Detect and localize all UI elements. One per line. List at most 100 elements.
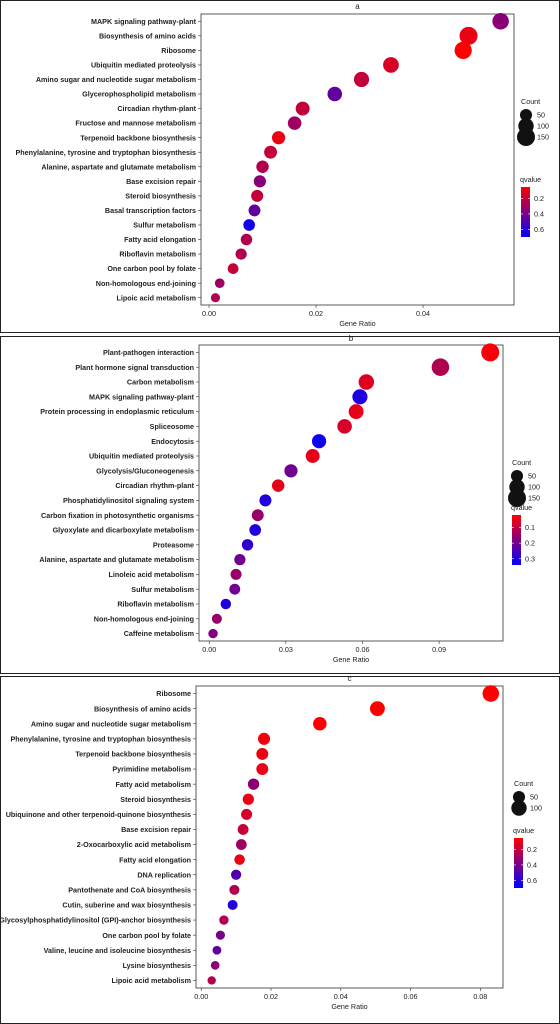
y-tick-label: Glycerophospholipid metabolism — [82, 90, 196, 99]
y-tick-label: One carbon pool by folate — [102, 931, 191, 940]
data-point — [305, 449, 320, 463]
plot-area — [200, 13, 515, 306]
panel-title: c — [348, 674, 352, 683]
data-point — [256, 160, 269, 174]
size-legend-label: 50 — [537, 111, 545, 120]
y-tick-label: 2-Oxocarboxylic acid metabolism — [77, 840, 191, 849]
color-legend-label: 0.1 — [525, 523, 535, 532]
y-tick-label: Plant hormone signal transduction — [75, 363, 194, 372]
y-tick-label: Riboflavin metabolism — [117, 600, 194, 609]
data-point — [348, 404, 364, 420]
color-legend-title: qvalue — [511, 503, 532, 512]
data-point — [237, 824, 249, 835]
size-legend-dot — [508, 489, 526, 507]
data-point — [240, 233, 253, 246]
y-tick-label: Non-homologous end-joining — [96, 279, 196, 288]
data-point — [327, 86, 343, 102]
data-point — [247, 778, 260, 790]
data-point — [207, 976, 216, 985]
y-tick-label: Biosynthesis of amino acids — [94, 704, 191, 713]
panel-a: a MAPK signaling pathway-plant Biosynthesi… — [0, 0, 560, 333]
data-point — [229, 884, 240, 895]
size-legend-label: 50 — [530, 793, 538, 802]
color-legend-label: 0.4 — [534, 210, 544, 219]
color-legend-label: 0.2 — [527, 845, 537, 854]
data-point — [284, 464, 298, 478]
data-point — [235, 248, 247, 260]
color-legend-label: 0.2 — [525, 539, 535, 548]
x-tick-label: 0.04 — [334, 992, 348, 1001]
y-tick-label: Carbon metabolism — [127, 378, 194, 387]
x-tick-label: 0.02 — [264, 992, 278, 1001]
color-legend-title: qvalue — [520, 175, 541, 184]
x-tick-label: 0.00 — [202, 645, 216, 654]
size-legend-label: 100 — [530, 804, 542, 813]
y-tick-label: Alanine, aspartate and glutamate metabol… — [41, 162, 196, 171]
y-tick-label: Amino sugar and nucleotide sugar metabol… — [36, 75, 196, 84]
y-tick-label: Circadian rhythm-plant — [117, 104, 196, 113]
data-point — [492, 13, 509, 30]
y-tick-label: Ubiquitin mediated proteolysis — [89, 452, 194, 461]
y-tick-label: Lysine biosynthesis — [123, 961, 191, 970]
data-point — [215, 930, 225, 940]
y-tick-label: Riboflavin metabolism — [119, 250, 196, 259]
size-legend-dot — [512, 790, 526, 804]
y-tick-label: Lipoic acid metabolism — [117, 293, 196, 302]
y-tick-label: MAPK signaling pathway-plant — [91, 17, 197, 26]
data-point — [210, 293, 221, 303]
color-legend-label: 0.6 — [534, 225, 544, 234]
x-axis-label: Gene Ratio — [333, 655, 369, 664]
y-tick-label: Fructose and mannose metabolism — [75, 119, 196, 128]
data-point — [210, 960, 220, 970]
x-axis-label: Gene Ratio — [331, 1002, 367, 1011]
data-point — [241, 808, 253, 820]
y-tick-label: Valine, leucine and isoleucine biosynthe… — [44, 946, 191, 955]
size-legend-label: 100 — [528, 483, 540, 492]
size-legend-title: Count — [521, 97, 540, 106]
data-point — [482, 685, 500, 702]
data-point — [383, 57, 399, 73]
color-legend-bar — [521, 187, 530, 237]
data-point — [259, 494, 272, 507]
y-tick-label: Phenylalanine, tyrosine and tryptophan b… — [10, 734, 191, 743]
y-tick-label: Terpenoid backbone biosynthesis — [80, 133, 196, 142]
x-axis-label: Gene Ratio — [339, 319, 375, 328]
data-point — [208, 628, 218, 639]
y-tick-label: Protein processing in endoplasmic reticu… — [40, 407, 194, 416]
data-point — [264, 145, 277, 159]
panel-title: b — [349, 334, 354, 343]
y-tick-label: Non-homologous end-joining — [94, 614, 194, 623]
y-tick-label: Fatty acid metabolism — [116, 780, 192, 789]
y-tick-label: Glycosylphosphatidylinositol (GPI)-ancho… — [0, 916, 191, 925]
x-tick-label: 0.09 — [432, 645, 446, 654]
panel-b: b Plant-pathogen interaction Plant hormone… — [0, 334, 560, 674]
data-point — [313, 716, 327, 731]
data-point — [214, 278, 225, 289]
x-tick-label: 0.03 — [279, 645, 293, 654]
data-point — [212, 945, 222, 955]
data-point — [353, 71, 370, 88]
y-tick-label: Sulfur metabolism — [133, 221, 196, 230]
data-point — [227, 263, 239, 275]
y-tick-label: Carbon fixation in photosynthetic organi… — [41, 511, 194, 520]
data-point — [256, 747, 269, 760]
y-tick-label: Amino sugar and nucleotide sugar metabol… — [31, 719, 191, 728]
y-tick-label: Biosynthesis of amino acids — [99, 31, 196, 40]
y-tick-label: DNA replication — [137, 870, 191, 879]
y-tick-label: Base excision repair — [126, 177, 196, 186]
data-point — [227, 899, 238, 910]
data-point — [241, 539, 254, 551]
color-legend-label: 0.3 — [525, 554, 535, 563]
color-legend-label: 0.6 — [527, 876, 537, 885]
data-point — [311, 434, 327, 449]
size-legend-label: 150 — [537, 133, 549, 142]
data-point — [295, 101, 310, 116]
y-tick-label: Steroid biosynthesis — [125, 191, 196, 200]
y-tick-label: Linoleic acid metabolism — [109, 570, 194, 579]
data-point — [454, 41, 472, 60]
data-point — [211, 613, 222, 624]
data-point — [219, 915, 229, 925]
y-tick-label: Circadian rhythm-plant — [115, 481, 194, 490]
y-tick-label: Ribosome — [156, 689, 191, 698]
data-point — [229, 583, 241, 595]
